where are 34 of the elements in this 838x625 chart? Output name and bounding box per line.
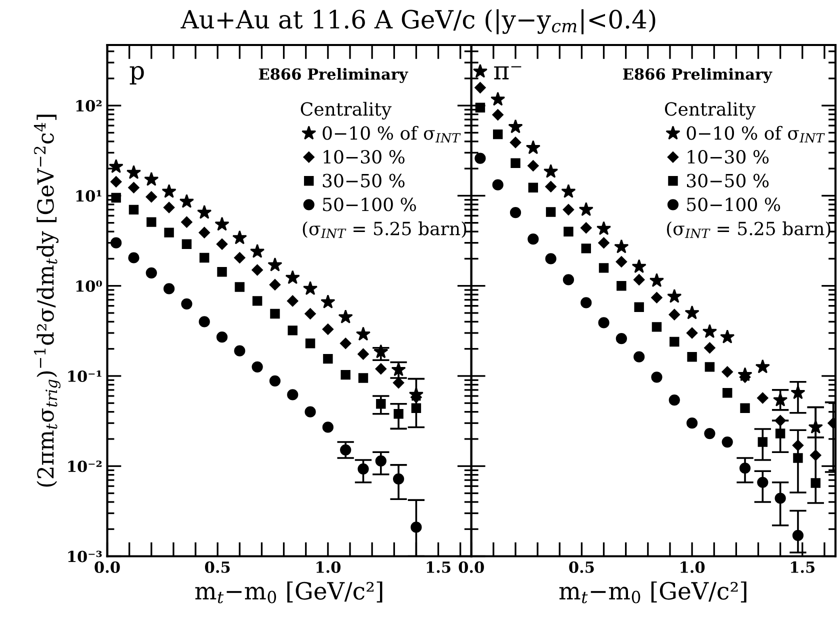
y-tick-label: 10⁻¹	[68, 370, 102, 382]
x-tick-label: 1.0	[316, 561, 341, 573]
x-tick-label: 0.0	[458, 561, 484, 573]
y-tick-label: 10⁰	[76, 280, 102, 292]
legend-label: 30−50 %	[687, 174, 769, 188]
legend-label: 50−100 %	[687, 198, 780, 212]
x-tick-label: 1.5	[790, 561, 815, 573]
legend-title: Centrality	[300, 102, 392, 120]
x-tick-label: 1.0	[680, 561, 705, 573]
legend-title: Centrality	[664, 102, 756, 120]
y-tick-label: 10²	[76, 100, 102, 112]
x-axis-title: m$_{t}$−m$_{0}$ [GeV/c²]	[195, 581, 382, 604]
chart-title: Au+Au at 11.6 A GeV/c (|y−y$_{cm}$|<0.4)	[180, 9, 656, 34]
annotation: (σ$_{INT}$ = 5.25 barn)	[666, 221, 830, 238]
legend-label: 10−30 %	[688, 150, 769, 164]
legend-label: 30−50 %	[322, 174, 404, 188]
legend-label: 50−100 %	[323, 198, 416, 212]
x-axis-title: m$_{t}$−m$_{0}$ [GeV/c²]	[559, 581, 746, 604]
y-tick-label: 10⁻²	[68, 460, 102, 472]
legend-label: 10−30 %	[324, 150, 404, 164]
annotation: π⁻	[494, 66, 522, 80]
annotation: p	[130, 66, 144, 85]
y-tick-label: 10¹	[76, 190, 102, 202]
text: (2πm$_{t}$σ$_{trig}$)$^{−1}$d²σ/dm$_{t}$dy [GeV$^{−2}$c$^{4}$]	[34, 114, 60, 487]
legend-label: 0−10 % of σ$_{INT}$	[322, 126, 461, 143]
x-tick-label: 0.5	[205, 561, 230, 573]
annotation: (σ$_{INT}$ = 5.25 barn)	[302, 221, 466, 238]
annotation: E866 Preliminary	[623, 68, 772, 84]
x-tick-label: 0.0	[94, 561, 120, 573]
y-tick-label: 10⁻³	[68, 550, 102, 562]
annotation: E866 Preliminary	[258, 68, 408, 84]
legend-label: 0−10 % of σ$_{INT}$	[686, 126, 825, 143]
x-tick-label: 0.5	[569, 561, 594, 573]
x-tick-label: 1.5	[426, 561, 450, 573]
